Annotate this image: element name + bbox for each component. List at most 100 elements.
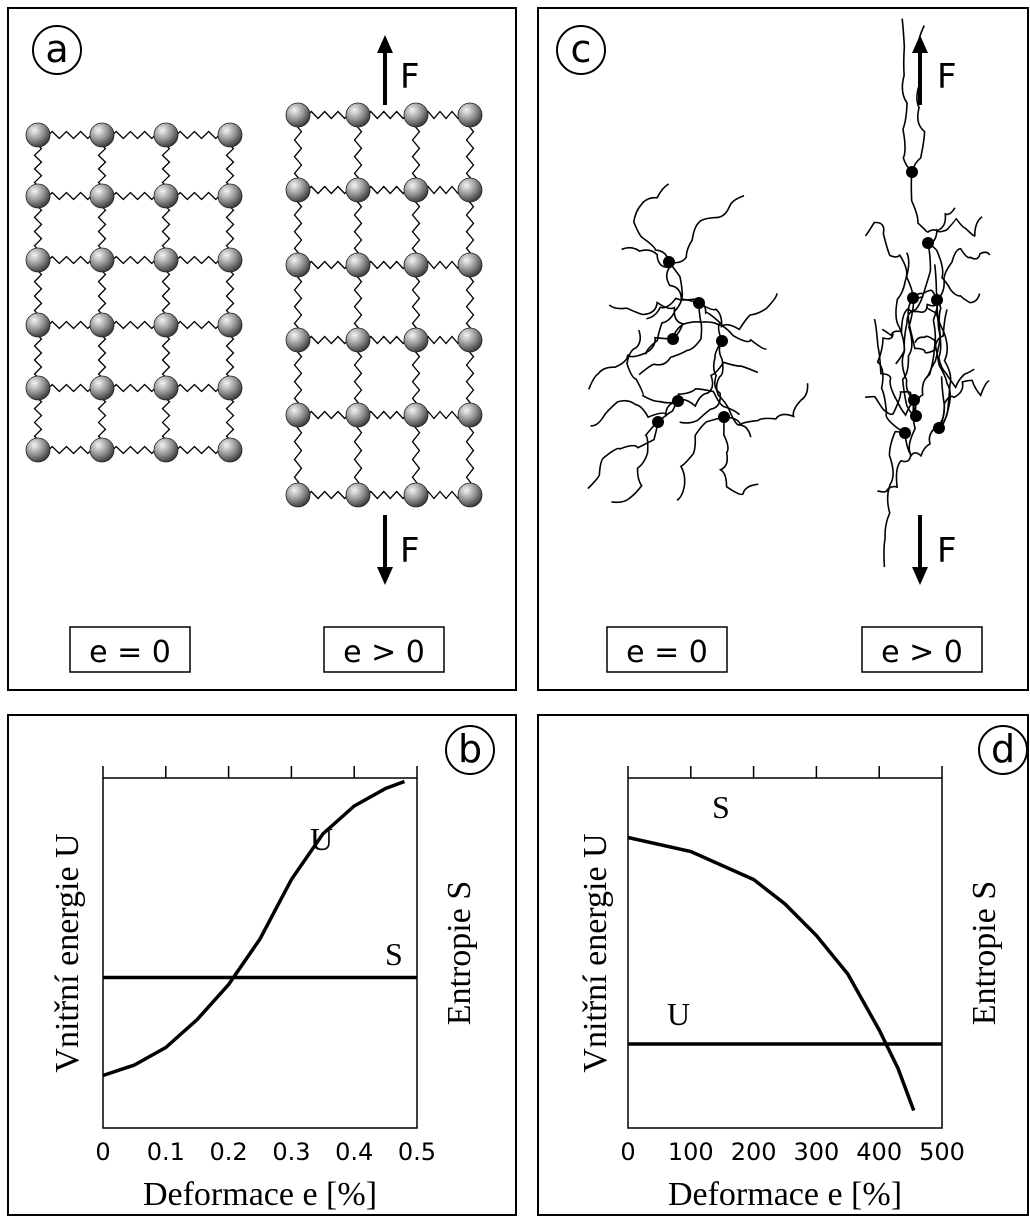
x-tick-label: 200 [731,1138,777,1166]
atom [26,184,50,208]
atom [286,328,310,352]
y-axis-label: Vnitřní energie U [49,833,86,1072]
crosslink [672,395,684,407]
atom [404,103,428,127]
atom [404,253,428,277]
series-line [103,782,404,1076]
atom [346,483,370,507]
force-label: F [937,531,957,571]
polymer-chain [902,19,912,172]
atom [26,123,50,147]
x-tick-label: 300 [793,1138,839,1166]
polymer-chain [878,332,905,433]
atom [286,403,310,427]
page: aFFe = 0e > 0cFFe = 0e > 000.10.20.30.40… [0,0,1030,1216]
atom [346,253,370,277]
atom [218,438,242,462]
x-tick-label: 0.2 [210,1138,248,1166]
x-tick-label: 500 [919,1138,965,1166]
crosslink [906,166,918,178]
atom [26,313,50,337]
atom [458,178,482,202]
atom [90,184,114,208]
atom [458,403,482,427]
atom [404,328,428,352]
atom [458,253,482,277]
atom [154,184,178,208]
x-axis-label: Deformace e [%] [668,1176,902,1213]
series-label: U [310,821,333,857]
crosslink [899,427,911,439]
polymer-chain [937,249,990,300]
atom [346,328,370,352]
force-label: F [400,531,420,571]
x-tick-label: 0.5 [398,1138,436,1166]
crosslink [907,292,919,304]
polymer-chain [911,172,955,232]
atom [218,313,242,337]
polymer-chain [680,341,722,423]
plot-frame [103,778,417,1128]
force-label: F [937,57,957,97]
atom [218,184,242,208]
x-tick-label: 0.3 [272,1138,310,1166]
crosslink [908,394,920,406]
atom [154,376,178,400]
atom [90,123,114,147]
x-tick-label: 0.1 [147,1138,185,1166]
atom [286,103,310,127]
crosslink [667,333,679,345]
polymer-chain [877,400,915,492]
x-tick-label: 0 [95,1138,110,1166]
atom [90,248,114,272]
series-label: S [385,936,403,972]
polymer-chain [865,392,916,416]
series-line [628,838,914,1111]
polymer-chain [699,293,777,329]
state-label: e > 0 [343,635,425,670]
y2-axis-label: Entropie S [966,881,1003,1025]
state-label: e = 0 [626,635,708,670]
atom [404,403,428,427]
y2-axis-label: Entropie S [441,881,478,1025]
atom [154,248,178,272]
atom [404,483,428,507]
atom [26,438,50,462]
polymer-chain [611,422,658,502]
panel-label: a [45,27,68,71]
x-axis-label: Deformace e [%] [143,1176,377,1213]
crosslink [718,411,730,423]
atom [218,123,242,147]
atom [26,376,50,400]
atom [218,376,242,400]
atom [154,123,178,147]
atom [286,253,310,277]
polymer-chain [622,248,699,303]
x-tick-label: 400 [856,1138,902,1166]
panel-label: d [991,727,1015,771]
polymer-chain [677,417,724,500]
series-label: U [667,996,690,1032]
atom [90,376,114,400]
arrow-head [912,567,928,585]
polymer-chain [589,338,673,390]
arrow-head [377,567,393,585]
atom [286,483,310,507]
polymer-chain [721,417,759,494]
crosslink [663,256,675,268]
panel-label: b [458,727,482,771]
arrow-head [912,35,928,53]
atom [404,178,428,202]
atom [346,178,370,202]
polymer-chain [939,380,989,428]
force-label: F [400,57,420,97]
crosslink [716,335,728,347]
atom [458,483,482,507]
figure: aFFe = 0e > 0cFFe = 0e > 000.10.20.30.40… [0,0,1030,1216]
atom [286,178,310,202]
atom [26,248,50,272]
panel-frame [8,8,516,690]
polymer-chain [937,300,974,387]
x-tick-label: 100 [668,1138,714,1166]
crosslink [693,297,705,309]
